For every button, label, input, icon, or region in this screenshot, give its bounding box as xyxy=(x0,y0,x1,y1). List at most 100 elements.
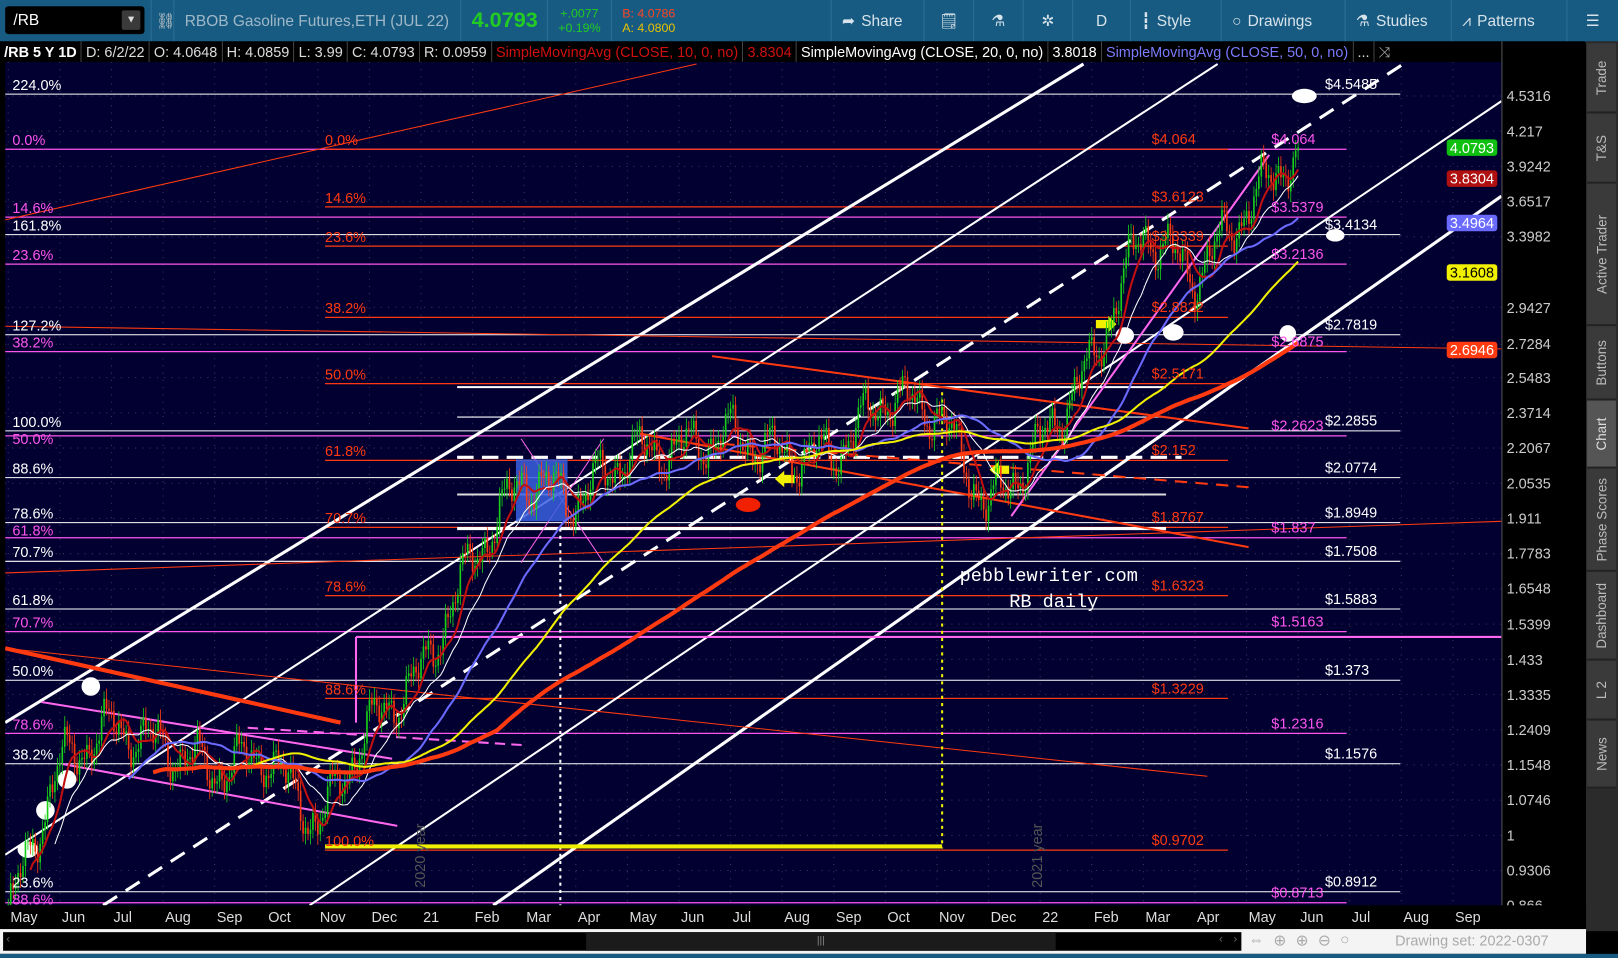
channel-line[interactable] xyxy=(4,62,1085,724)
candle-body xyxy=(769,427,771,435)
candle xyxy=(651,437,653,458)
sma50-label[interactable]: SimpleMovingAvg (CLOSE, 50, 0, no) xyxy=(1102,41,1354,62)
candle-body xyxy=(670,440,673,460)
menu-button[interactable]: ☰ xyxy=(1566,0,1618,42)
channel-midline-dashed[interactable] xyxy=(102,62,1405,907)
chart-title: /RB 5 Y 1D xyxy=(0,41,82,62)
style-button[interactable]: ┇ Style xyxy=(1129,0,1221,42)
sidebar-tab-news[interactable]: News xyxy=(1587,720,1616,789)
channel-line[interactable] xyxy=(4,63,1219,856)
scroll-right-icon[interactable]: › xyxy=(1233,933,1238,946)
trend-line[interactable] xyxy=(5,325,1502,350)
white-ellipse[interactable] xyxy=(1279,325,1297,342)
drawing-circle-icon[interactable]: ○ xyxy=(1340,931,1350,949)
candle xyxy=(1149,232,1152,257)
candle xyxy=(599,439,602,467)
patterns-button[interactable]: ⩘ Patterns xyxy=(1450,0,1567,42)
channel-line[interactable] xyxy=(308,100,1502,907)
studies-button[interactable]: ⚗ Studies xyxy=(1344,0,1451,42)
drawings-button[interactable]: ○ Drawings xyxy=(1220,0,1345,42)
date-axis[interactable]: May Jun Jul Aug Sep Oct Nov Dec 21 Feb Mar Apr May Ju… xyxy=(0,905,1587,930)
symbol-input[interactable]: /RB ▼ xyxy=(5,6,145,35)
candle-body xyxy=(162,730,164,738)
sma10-label[interactable]: SimpleMovingAvg (CLOSE, 10, 0, no) xyxy=(492,41,744,62)
candle-body xyxy=(759,464,761,473)
share-button[interactable]: ➦ Share xyxy=(830,0,924,42)
candle-body xyxy=(665,475,668,481)
candle xyxy=(1297,140,1299,161)
sidebar-tab-buttons[interactable]: Buttons xyxy=(1587,326,1616,401)
zoom-out-icon[interactable]: ⊖ xyxy=(1317,932,1331,950)
price-chart[interactable]: 224.0% $4.5485 161.8% $3.4134 127.2% $2.7819 1… xyxy=(4,61,1503,926)
candle-body xyxy=(61,746,64,764)
horizontal-scrollbar[interactable]: ‹ ||| ‹ › xyxy=(3,932,1242,951)
trend-line[interactable] xyxy=(711,355,1249,430)
sidebar-tab-chart[interactable]: Chart xyxy=(1587,400,1616,469)
candle xyxy=(1277,156,1280,184)
price-tick-label: 4.5316 xyxy=(1506,87,1551,105)
collapse-icon[interactable]: ⤨ xyxy=(1378,43,1391,60)
tab-label: Buttons xyxy=(1593,339,1610,386)
red-ellipse[interactable] xyxy=(735,497,761,513)
candle xyxy=(385,692,388,719)
candle xyxy=(1240,212,1243,236)
price-tick-label: 3.9242 xyxy=(1506,158,1551,175)
candle xyxy=(641,415,643,454)
fib-percent-label: 88.6% xyxy=(12,461,53,477)
sidebar-tab-active-trader[interactable]: Active Trader xyxy=(1587,183,1616,327)
scroll-left-end-icon[interactable]: ‹ xyxy=(1219,933,1223,946)
white-ellipse[interactable] xyxy=(81,677,101,696)
white-ellipse[interactable] xyxy=(57,770,77,789)
candle-body xyxy=(407,673,410,677)
link-icon[interactable]: ⛓ xyxy=(150,0,173,42)
candle xyxy=(63,716,66,753)
sidebar-tab-l-2[interactable]: L 2 xyxy=(1587,660,1616,721)
white-ellipse[interactable] xyxy=(1162,324,1184,341)
sidebar-tab-phase-scores[interactable]: Phase Scores xyxy=(1587,468,1616,572)
candle-body xyxy=(1044,427,1046,435)
chevron-down-icon[interactable]: ▼ xyxy=(121,10,141,30)
drawing-set-label[interactable]: Drawing set: 2022-0307 xyxy=(1395,932,1549,949)
price-axis[interactable]: 4.5316 4.217 3.9242 3.6517 3.3982 2.9427 2.728… xyxy=(1446,41,1585,914)
crosshair-icon[interactable]: ⊕ xyxy=(1273,932,1287,950)
trend-line[interactable] xyxy=(639,432,1249,549)
white-ellipse[interactable] xyxy=(1291,88,1317,104)
trend-line[interactable] xyxy=(5,647,1208,777)
candle-body xyxy=(656,439,658,451)
candle-body xyxy=(1004,488,1007,491)
scrollbar-thumb[interactable]: ||| xyxy=(586,932,1056,951)
yellow-arrow[interactable] xyxy=(989,461,1010,478)
date-tick-label: Jul xyxy=(732,908,752,925)
pink-trend-line[interactable] xyxy=(61,762,398,827)
candle-body xyxy=(506,478,508,489)
notes-button[interactable]: 🗒 xyxy=(923,0,974,42)
zoom-in-icon[interactable]: ⊕ xyxy=(1295,932,1309,950)
bar-close: C: 4.0793 xyxy=(348,41,420,62)
trend-line-dashed[interactable] xyxy=(722,442,1249,489)
candle xyxy=(889,402,892,428)
pink-trend-line[interactable] xyxy=(1010,154,1271,517)
trend-line[interactable] xyxy=(4,646,341,725)
candle xyxy=(668,449,670,490)
white-ellipse[interactable] xyxy=(1325,229,1345,242)
more-studies[interactable]: ... xyxy=(1353,41,1375,62)
candle-body xyxy=(223,779,226,793)
aggregation-button[interactable]: D xyxy=(1072,0,1130,42)
flask-button[interactable]: ⚗ xyxy=(973,0,1023,42)
candle-body xyxy=(552,473,555,491)
pink-trend-line-dashed[interactable] xyxy=(247,726,527,747)
candle-body xyxy=(454,602,457,604)
scroll-left-icon[interactable]: ‹ xyxy=(6,933,10,946)
yellow-arrow[interactable] xyxy=(774,470,795,488)
pan-icon[interactable]: ⇔ xyxy=(1248,931,1265,949)
sidebar-tab-t-s[interactable]: T&S xyxy=(1587,113,1616,184)
pink-trend-line[interactable] xyxy=(41,700,393,760)
trend-line[interactable] xyxy=(5,63,697,221)
channel-line[interactable] xyxy=(492,194,1503,907)
candle-body xyxy=(995,468,997,486)
settings-button[interactable]: ✲ xyxy=(1022,0,1073,42)
sidebar-tab-dashboard[interactable]: Dashboard xyxy=(1587,571,1616,661)
trend-line[interactable] xyxy=(5,520,1502,574)
sidebar-tab-trade[interactable]: Trade xyxy=(1587,43,1616,114)
sma20-label[interactable]: SimpleMovingAvg (CLOSE, 20, 0, no) xyxy=(797,41,1049,62)
